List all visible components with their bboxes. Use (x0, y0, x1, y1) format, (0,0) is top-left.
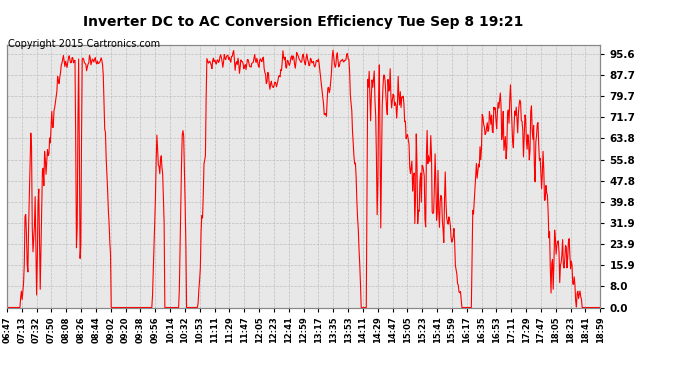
Text: Inverter DC to AC Conversion Efficiency Tue Sep 8 19:21: Inverter DC to AC Conversion Efficiency … (83, 15, 524, 29)
Text: Copyright 2015 Cartronics.com: Copyright 2015 Cartronics.com (8, 39, 160, 50)
Text: Efficiency  (%): Efficiency (%) (519, 28, 609, 38)
